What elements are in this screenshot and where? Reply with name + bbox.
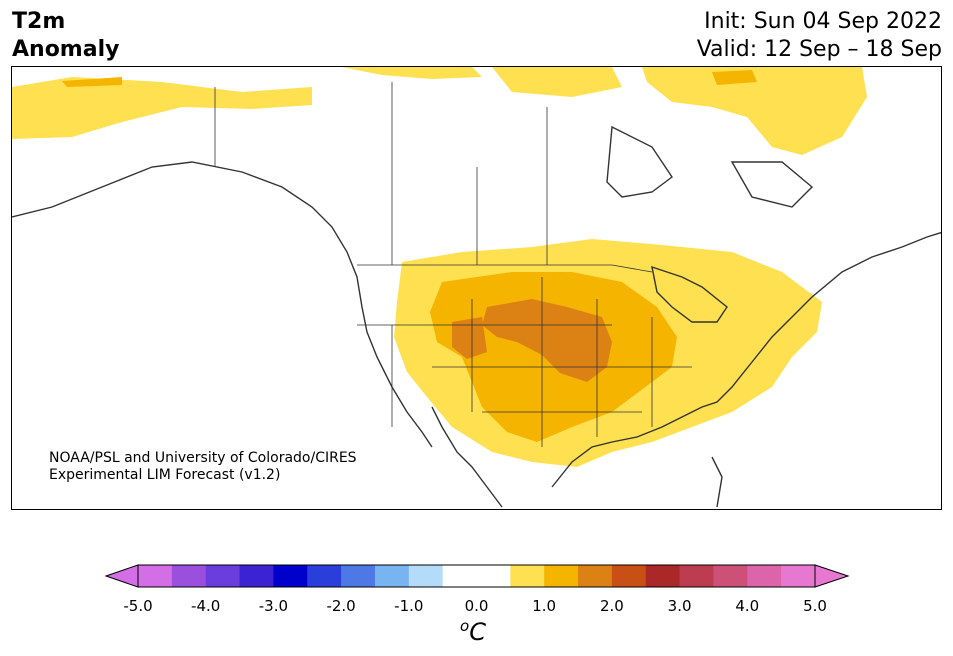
colorbar-swatch xyxy=(307,565,342,587)
credit-text: NOAA/PSL and University of Colorado/CIRE… xyxy=(49,450,357,484)
anomaly-patch-greenland-core xyxy=(712,70,757,85)
colorbar-tick-label: 0.0 xyxy=(464,597,489,615)
colorbar-swatch xyxy=(747,565,782,587)
unit-degree-symbol: o xyxy=(460,617,470,635)
anomaly-patch-us-strong-west xyxy=(452,317,487,359)
colorbar xyxy=(104,564,850,588)
unit-label: oC xyxy=(460,617,486,646)
unit-letter: C xyxy=(469,618,486,646)
colorbar-swatch xyxy=(341,565,376,587)
colorbar-swatch xyxy=(611,565,647,587)
credit-line-1: NOAA/PSL and University of Colorado/CIRE… xyxy=(49,450,357,466)
colorbar-swatch xyxy=(442,565,477,587)
anomaly-patch-arctic-west xyxy=(12,77,312,139)
political-borders xyxy=(214,82,692,447)
colorbar-tick-label: 5.0 xyxy=(803,597,827,615)
colorbar-tick-label: -4.0 xyxy=(191,597,221,615)
colorbar-swatch xyxy=(645,565,681,587)
colorbar-tick-label: -1.0 xyxy=(394,597,424,615)
credit-line-2: Experimental LIM Forecast (v1.2) xyxy=(49,467,281,483)
colorbar-swatch xyxy=(578,565,613,587)
colorbar-tick-label: 2.0 xyxy=(599,597,624,615)
colorbar-over-arrow xyxy=(814,564,850,588)
anomaly-patch-arctic-central xyxy=(342,67,482,79)
colorbar-tick-label: -2.0 xyxy=(326,597,356,615)
anomaly-patch-arctic-west-core xyxy=(62,77,122,87)
colorbar-tick-label: 1.0 xyxy=(532,597,557,615)
colorbar-swatch xyxy=(273,565,308,587)
anomaly-map xyxy=(12,67,941,508)
anomaly-patch-us-strong xyxy=(482,299,612,382)
coastlines xyxy=(12,125,941,508)
colorbar-swatch xyxy=(205,565,241,587)
colorbar-swatch xyxy=(476,565,511,587)
forecast-dates: Init: Sun 04 Sep 2022 Valid: 12 Sep – 18… xyxy=(697,8,942,64)
colorbar-tick-label: -5.0 xyxy=(123,597,153,615)
colorbar-swatch xyxy=(713,565,748,587)
colorbar-tick-label: 3.0 xyxy=(667,597,692,615)
colorbar-swatch xyxy=(171,565,207,587)
colorbar-swatch xyxy=(510,565,545,587)
colorbar-swatches xyxy=(138,565,816,587)
colorbar-swatch xyxy=(544,565,579,587)
anomaly-patch-arctic-north xyxy=(492,67,622,97)
title-line-1: T2m xyxy=(12,9,66,34)
colorbar-tick-label: -3.0 xyxy=(258,597,289,615)
map-title: T2m Anomaly xyxy=(12,8,119,64)
colorbar-swatch xyxy=(374,565,410,587)
colorbar-tick-label: 4.0 xyxy=(735,597,760,615)
colorbar-swatch xyxy=(239,565,274,587)
anomaly-patch-greenland xyxy=(642,67,867,155)
valid-date: Valid: 12 Sep – 18 Sep xyxy=(696,37,942,62)
colorbar-outline xyxy=(137,564,816,588)
colorbar-swatch xyxy=(408,565,444,587)
colorbar-swatch xyxy=(781,565,816,587)
colorbar-swatch xyxy=(138,565,173,587)
init-date: Init: Sun 04 Sep 2022 xyxy=(704,9,942,34)
colorbar-under-arrow xyxy=(104,564,139,588)
colorbar-swatch xyxy=(679,565,714,587)
map-panel xyxy=(11,66,942,510)
title-line-2: Anomaly xyxy=(12,37,120,62)
